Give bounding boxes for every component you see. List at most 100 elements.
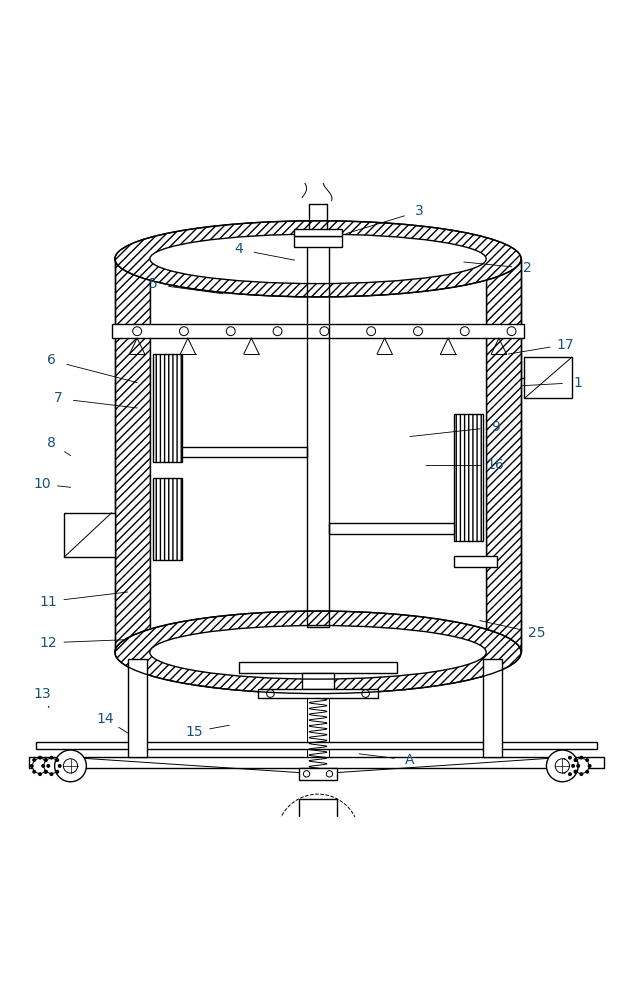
Ellipse shape	[115, 611, 521, 694]
Circle shape	[50, 773, 53, 775]
Circle shape	[555, 759, 569, 773]
Circle shape	[580, 773, 583, 775]
Circle shape	[574, 770, 577, 773]
Circle shape	[326, 771, 333, 777]
Bar	[486, 259, 521, 652]
Circle shape	[586, 770, 588, 773]
Text: 2: 2	[523, 261, 532, 275]
Bar	[181, 447, 307, 457]
Circle shape	[572, 765, 574, 767]
Circle shape	[44, 758, 59, 774]
Bar	[299, 799, 337, 824]
Circle shape	[562, 758, 577, 774]
Text: 13: 13	[33, 687, 51, 701]
Bar	[115, 259, 150, 652]
Circle shape	[546, 750, 578, 782]
Circle shape	[133, 327, 142, 336]
Circle shape	[33, 759, 36, 761]
Circle shape	[39, 756, 41, 759]
Circle shape	[47, 765, 50, 767]
Circle shape	[574, 759, 577, 761]
Circle shape	[179, 327, 188, 336]
Bar	[483, 659, 502, 757]
Bar	[112, 324, 524, 338]
Text: 16: 16	[487, 458, 504, 472]
Bar	[299, 768, 337, 780]
Circle shape	[56, 770, 59, 773]
Circle shape	[507, 327, 516, 336]
Circle shape	[588, 765, 591, 767]
Bar	[153, 354, 181, 462]
Circle shape	[569, 773, 571, 775]
Bar	[64, 513, 115, 557]
Text: 11: 11	[39, 595, 57, 609]
Text: 17: 17	[556, 338, 574, 352]
Bar	[238, 662, 398, 673]
Bar	[294, 229, 342, 236]
Circle shape	[64, 759, 78, 773]
Circle shape	[59, 765, 61, 767]
Bar	[302, 673, 334, 689]
Text: 7: 7	[53, 391, 62, 405]
Circle shape	[574, 770, 577, 773]
Text: 6: 6	[47, 353, 56, 367]
Circle shape	[45, 770, 47, 773]
Text: 3: 3	[415, 204, 424, 218]
Circle shape	[586, 759, 588, 761]
Circle shape	[563, 759, 565, 761]
Circle shape	[563, 770, 565, 773]
Circle shape	[31, 765, 33, 767]
Circle shape	[226, 327, 235, 336]
Bar	[153, 478, 181, 560]
Circle shape	[33, 770, 36, 773]
Circle shape	[308, 824, 328, 843]
Bar	[29, 757, 604, 768]
Ellipse shape	[150, 625, 486, 679]
Circle shape	[55, 750, 86, 782]
Text: 15: 15	[186, 725, 203, 739]
Ellipse shape	[150, 234, 486, 284]
Circle shape	[574, 759, 577, 761]
Bar	[258, 689, 378, 698]
Bar	[36, 742, 597, 749]
Circle shape	[303, 771, 310, 777]
Ellipse shape	[115, 221, 521, 297]
Text: A: A	[405, 753, 415, 767]
Text: 25: 25	[528, 626, 546, 640]
Bar	[329, 523, 455, 534]
Circle shape	[314, 829, 322, 838]
Circle shape	[32, 758, 48, 774]
Circle shape	[39, 773, 41, 775]
Circle shape	[367, 327, 376, 336]
Bar	[524, 357, 572, 398]
Circle shape	[560, 765, 563, 767]
Circle shape	[45, 759, 47, 761]
Circle shape	[42, 765, 45, 767]
Circle shape	[266, 690, 274, 697]
Circle shape	[45, 770, 47, 773]
Bar	[128, 659, 147, 757]
Text: 5: 5	[149, 277, 157, 291]
Bar	[150, 259, 486, 652]
Circle shape	[362, 690, 370, 697]
Circle shape	[45, 759, 47, 761]
Bar	[294, 236, 342, 247]
Text: 4: 4	[234, 242, 243, 256]
Text: 10: 10	[33, 477, 51, 491]
Circle shape	[320, 327, 329, 336]
Text: 12: 12	[39, 636, 57, 650]
Bar	[455, 556, 497, 567]
Bar	[455, 414, 483, 541]
Circle shape	[577, 765, 579, 767]
Circle shape	[50, 756, 53, 759]
Text: 8: 8	[47, 436, 56, 450]
Circle shape	[569, 756, 571, 759]
Circle shape	[580, 756, 583, 759]
Circle shape	[56, 759, 59, 761]
Circle shape	[413, 327, 422, 336]
Circle shape	[273, 327, 282, 336]
Text: 14: 14	[97, 712, 114, 726]
Circle shape	[460, 327, 469, 336]
Text: 9: 9	[491, 420, 500, 434]
Text: 1: 1	[574, 376, 583, 390]
